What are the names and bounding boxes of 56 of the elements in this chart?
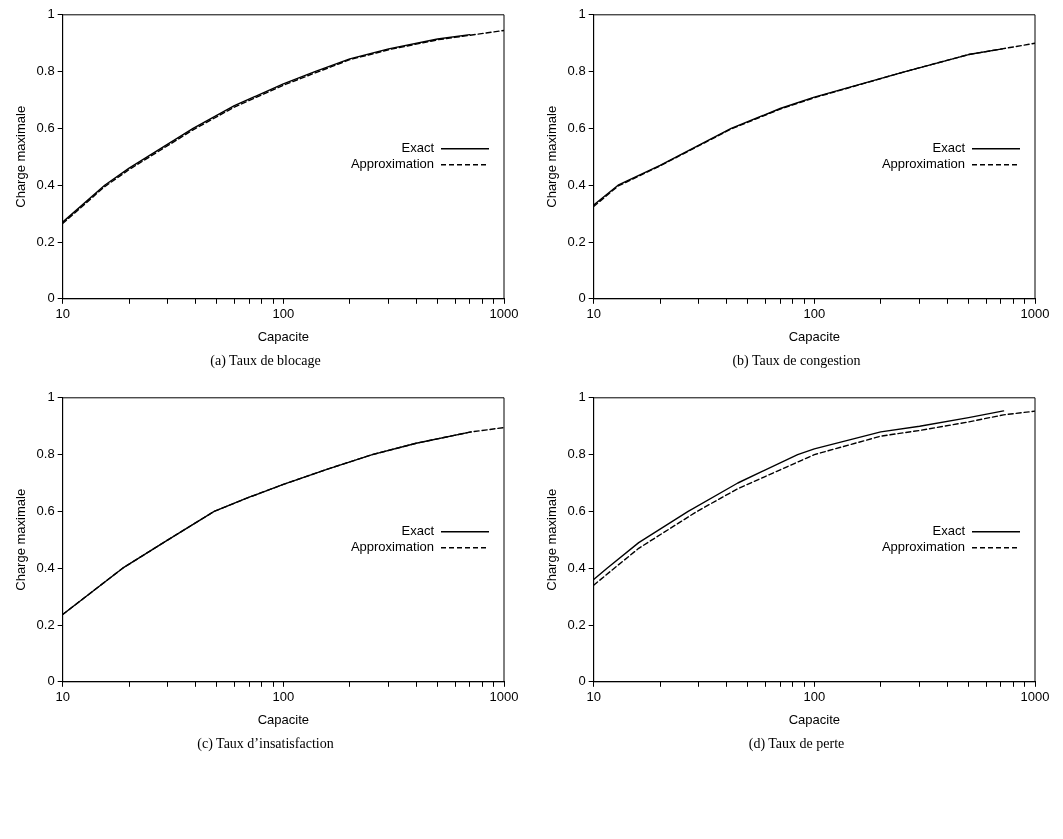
y-tick-label: 0.2 (567, 233, 586, 249)
y-axis-title: Charge maximale (543, 488, 559, 591)
legend-label: Approximation (350, 156, 434, 172)
y-tick-label: 0.2 (36, 233, 55, 249)
x-tick-label: 10 (54, 689, 70, 705)
x-axis-title: Capacite (788, 328, 840, 344)
y-tick-label: 1 (46, 389, 55, 405)
x-tick-label: 100 (271, 689, 294, 705)
legend-label: Exact (931, 140, 965, 156)
legend-label: Approximation (881, 156, 965, 172)
x-axis-title: Capacite (788, 711, 840, 727)
y-axis-title: Charge maximale (12, 488, 28, 591)
legend-label: Approximation (881, 539, 965, 555)
x-tick-label: 1000 (489, 306, 518, 322)
x-tick-label: 1000 (1020, 306, 1049, 322)
y-tick-label: 0.6 (567, 502, 586, 518)
legend-label: Exact (931, 523, 965, 539)
y-tick-label: 1 (577, 6, 586, 22)
x-tick-label: 100 (802, 689, 825, 705)
y-tick-label: 0.6 (36, 502, 55, 518)
y-tick-label: 0 (577, 290, 586, 306)
x-axis-title: Capacite (257, 328, 309, 344)
y-tick-label: 0 (46, 673, 55, 689)
y-axis-title: Charge maximale (543, 105, 559, 208)
y-tick-label: 1 (577, 389, 586, 405)
y-tick-label: 0.8 (36, 446, 55, 462)
text: (a) Taux de blocage (210, 353, 321, 369)
y-tick-label: 0 (46, 290, 55, 306)
y-tick-label: 0.8 (36, 63, 55, 79)
y-tick-label: 0.4 (567, 559, 586, 575)
y-tick-label: 0.4 (36, 176, 55, 192)
y-tick-label: 0.2 (36, 616, 55, 632)
y-tick-label: 0.8 (567, 446, 586, 462)
y-axis-title: Charge maximale (12, 105, 28, 208)
x-tick-label: 100 (271, 306, 294, 322)
text: (c) Taux d’insatisfaction (197, 736, 334, 752)
y-tick-label: 0.2 (567, 616, 586, 632)
y-tick-label: 0.4 (36, 559, 55, 575)
y-tick-label: 0 (577, 673, 586, 689)
y-tick-label: 1 (46, 6, 55, 22)
x-tick-label: 10 (54, 306, 70, 322)
x-tick-label: 10 (585, 689, 601, 705)
y-tick-label: 0.6 (567, 119, 586, 135)
y-tick-label: 0.6 (36, 119, 55, 135)
text: (d) Taux de perte (748, 736, 845, 752)
x-tick-label: 1000 (489, 689, 518, 705)
x-axis-title: Capacite (257, 711, 309, 727)
x-tick-label: 10 (585, 306, 601, 322)
legend-label: Exact (400, 140, 434, 156)
x-tick-label: 100 (802, 306, 825, 322)
legend-label: Approximation (350, 539, 434, 555)
y-tick-label: 0.4 (567, 176, 586, 192)
x-tick-label: 1000 (1020, 689, 1049, 705)
text: (b) Taux de congestion (732, 353, 861, 369)
y-tick-label: 0.8 (567, 63, 586, 79)
legend-label: Exact (400, 523, 434, 539)
